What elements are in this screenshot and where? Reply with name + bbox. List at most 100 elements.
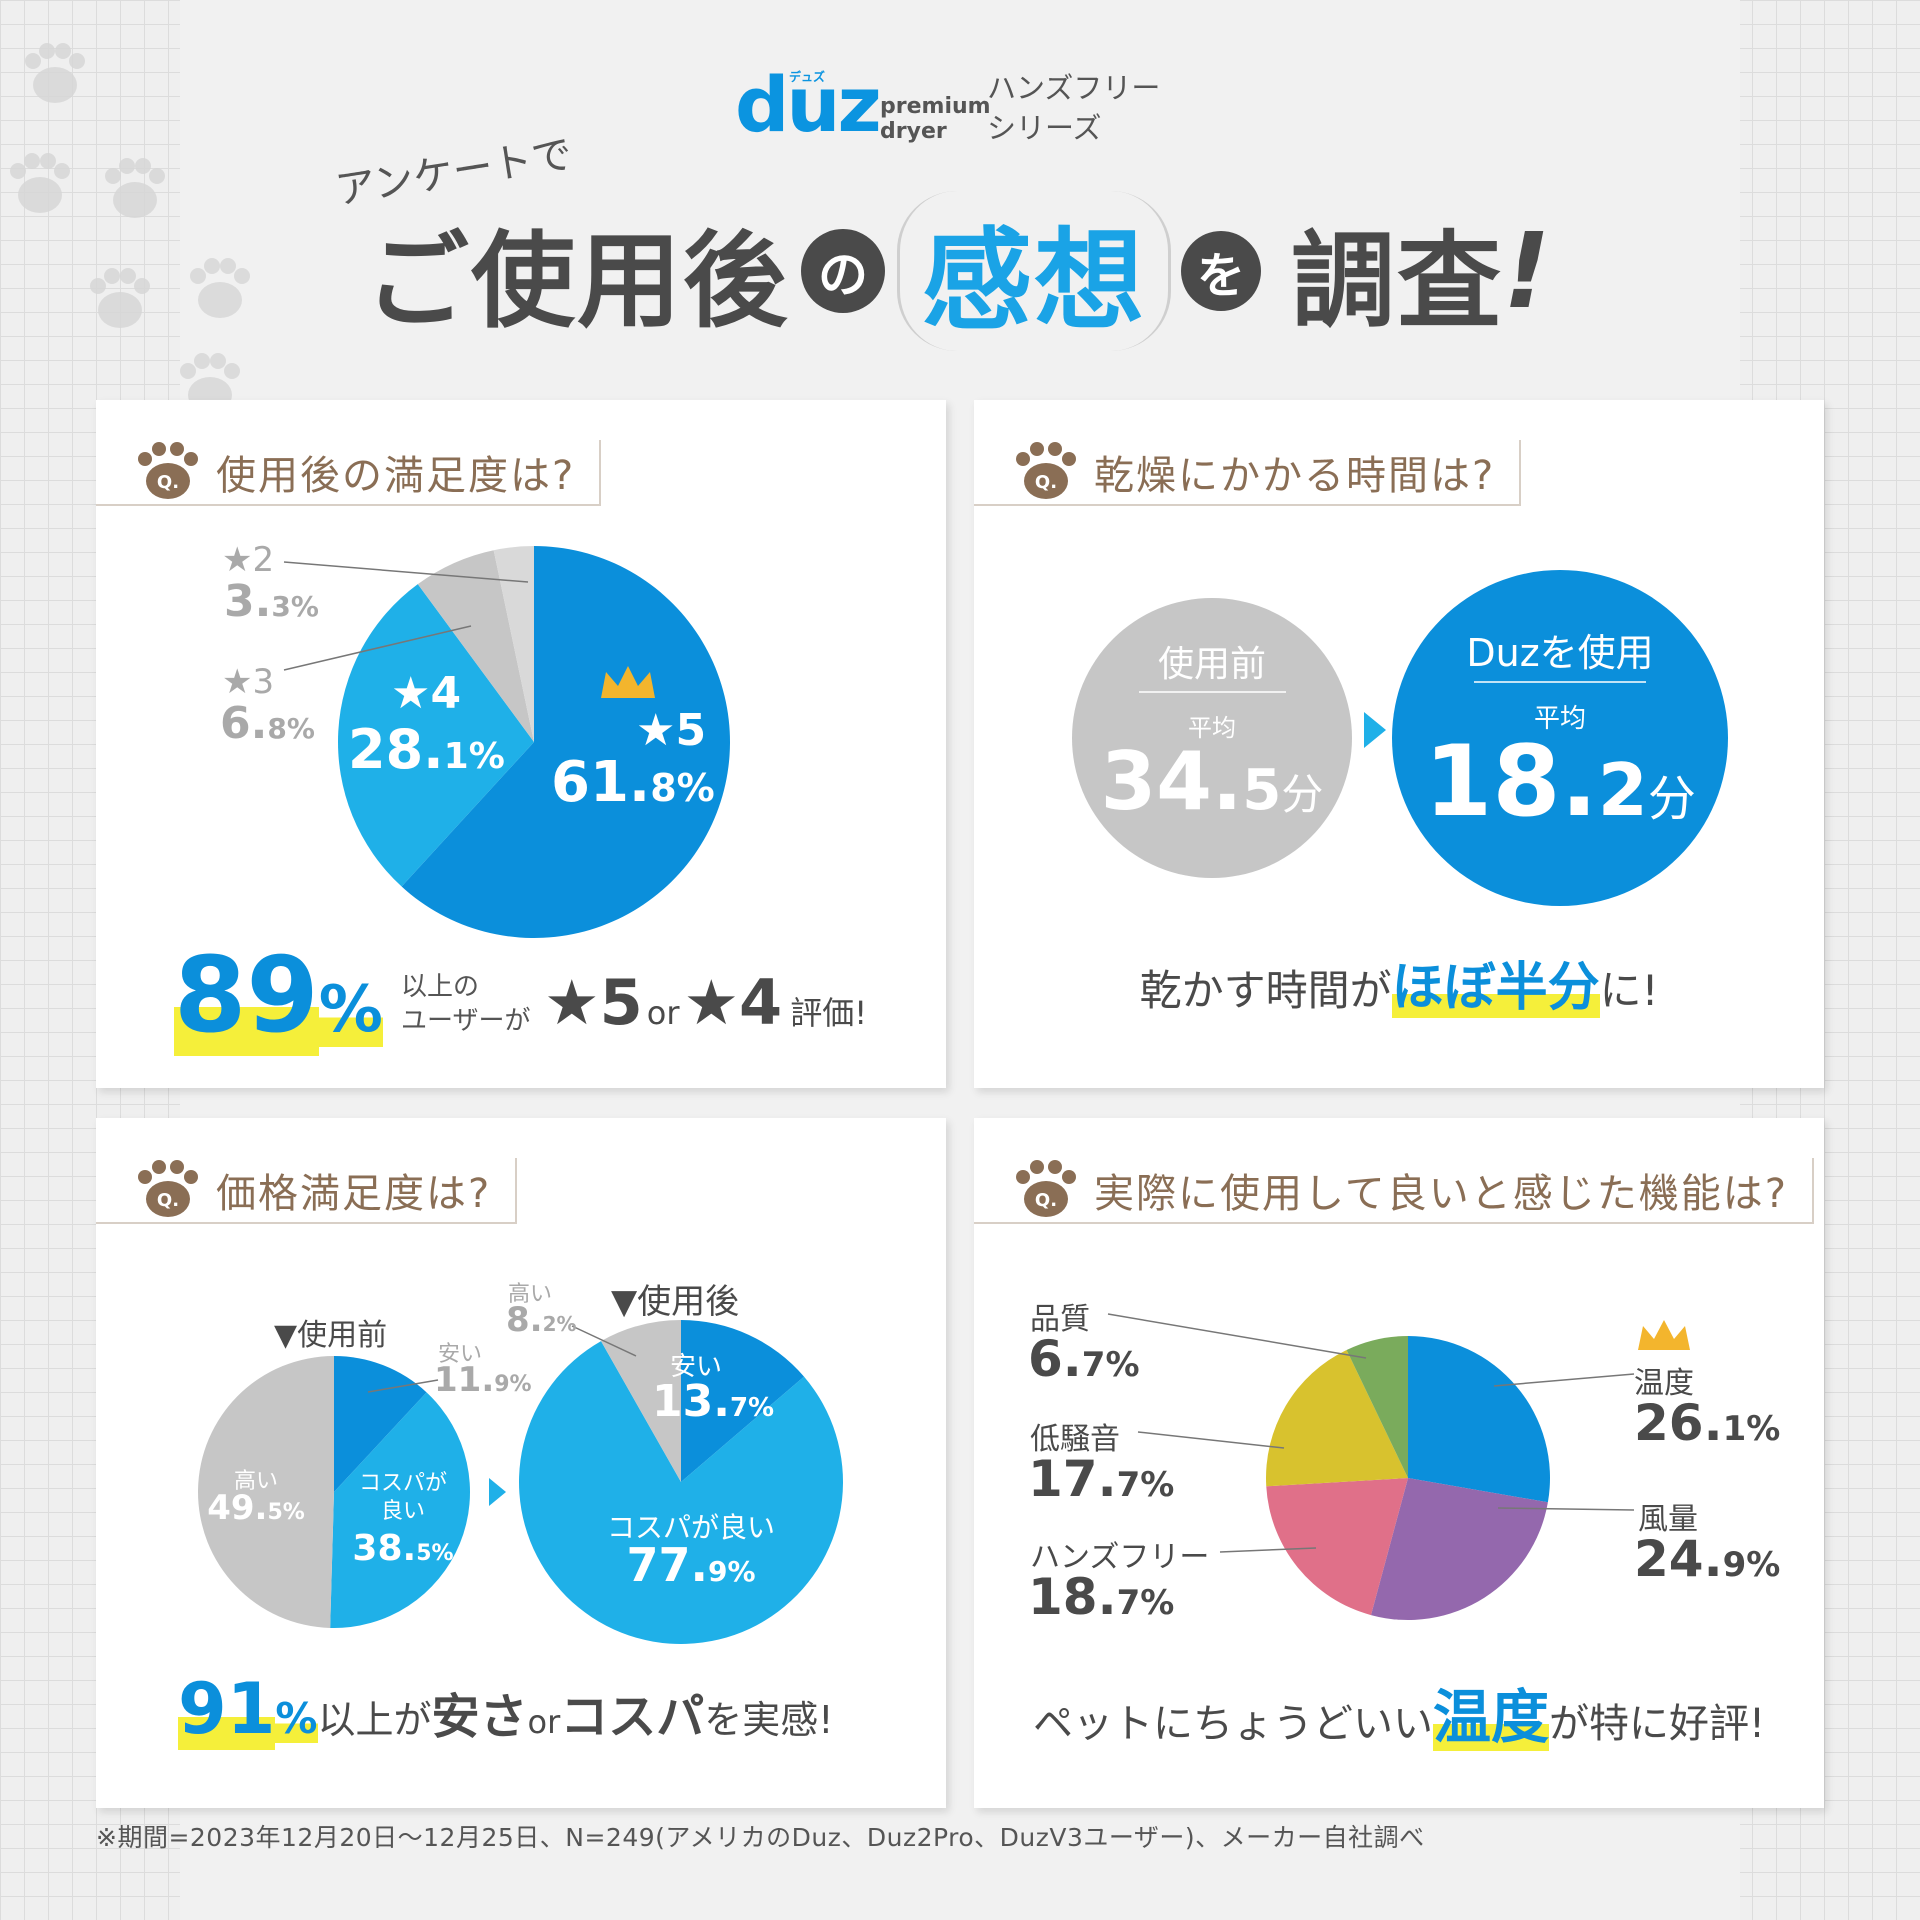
question-text: 価格満足度は? — [216, 1171, 492, 1217]
title-part2: 調査 — [1291, 219, 1504, 342]
before-title: ▼使用前 — [274, 1318, 388, 1353]
value-dec: 8% — [650, 766, 715, 810]
summary-pre: 乾かす時間が — [1139, 966, 1392, 1015]
value-dec: 7% — [1116, 1583, 1175, 1623]
question-header: Q. 乾燥にかかる時間は? — [974, 440, 1522, 506]
features-slice-4 — [1346, 1336, 1408, 1478]
name-line1: コスパが — [358, 1471, 447, 1496]
after-high-value: 8.2% — [506, 1300, 577, 1340]
paw-q-icon: Q. — [1016, 442, 1076, 499]
page-title: ご使用後 の 感想 を 調査 ! — [365, 191, 1552, 351]
price-after-slice-0 — [681, 1320, 805, 1482]
features-slice-2 — [1266, 1478, 1408, 1616]
crown-icon — [1638, 1320, 1690, 1350]
satisfaction-pie-chart — [283, 546, 730, 938]
features-summary: ペットにちょうどいい温度が特に好評! — [974, 1670, 1824, 1754]
svg-text:Q.: Q. — [157, 472, 179, 493]
value-dec: 1% — [1722, 1409, 1781, 1449]
footnote: ※期間=2023年12月20日〜12月25日、N=249(アメリカのDuz、Du… — [96, 1823, 1425, 1852]
price-before-slice-2 — [197, 1356, 334, 1628]
brand-logo: duz デュズ premium dryer ハンズフリー シリーズ — [735, 62, 1215, 152]
value-int: 61. — [551, 750, 651, 815]
summary-post: が特に好評! — [1548, 1701, 1766, 1747]
value-int: 3. — [224, 576, 272, 627]
value-dec: 9% — [1722, 1545, 1781, 1585]
brand-sub: premium dryer — [880, 94, 991, 144]
value-unit: 分 — [1281, 770, 1324, 819]
slice-label-star2: ★2 — [222, 540, 275, 580]
after-title: ▼使用後 — [611, 1282, 740, 1322]
value-airflow: 24.9% — [1634, 1530, 1780, 1588]
value-int: 6. — [1028, 1330, 1082, 1388]
after-value-name: コスパが良い — [606, 1511, 775, 1544]
summary-or: or — [527, 1703, 561, 1741]
price-after-slice-1 — [519, 1341, 844, 1644]
summary-bold2: コスパ — [560, 1689, 705, 1745]
after-cheap-value: 13.7% — [652, 1376, 774, 1427]
features-pie-chart — [1107, 1313, 1635, 1620]
brand-series: ハンズフリー シリーズ — [987, 68, 1160, 148]
brand-series-line1: ハンズフリー — [987, 71, 1161, 105]
after-cheap-name: 安い — [670, 1352, 723, 1382]
price-pie-charts — [197, 1320, 844, 1644]
panel-price: Q. 価格満足度は? ▼使用前 ▼使用後 高い 49.5% 安い 11.9% コ… — [96, 1118, 946, 1808]
question-header: Q. 価格満足度は? — [96, 1158, 518, 1224]
value-int: 6. — [220, 698, 268, 749]
leader-line-star3 — [283, 625, 472, 671]
title-wo: を — [1181, 231, 1262, 311]
slice-value-star5: 61.8% — [551, 750, 715, 815]
value-int: 18. — [1028, 1568, 1117, 1626]
slice-label-star5: ★5 — [636, 705, 706, 756]
before-time-circle — [1072, 598, 1352, 878]
leader-line-before-cheap — [367, 1379, 439, 1393]
after-high-name: 高い — [508, 1282, 553, 1307]
svg-text:Q.: Q. — [157, 1190, 179, 1211]
crown-icon — [601, 666, 655, 698]
value-int: 11. — [434, 1360, 495, 1400]
before-value: 34.5分 — [1072, 735, 1352, 828]
before-value-value: 38.5% — [340, 1528, 466, 1569]
leader-line-handsfree — [1219, 1547, 1317, 1553]
after-value: 18.2分 — [1392, 725, 1728, 839]
question-text: 使用後の満足度は? — [216, 453, 576, 499]
before-cheap-value: 11.9% — [434, 1360, 532, 1400]
summary-post: に! — [1599, 966, 1659, 1015]
value-int: 77. — [626, 1538, 708, 1592]
value-dec: 9% — [494, 1372, 532, 1397]
slice-value-star3: 6.8% — [220, 698, 315, 749]
price-before-slice-0 — [334, 1356, 427, 1492]
label-handsfree: ハンズフリー — [1030, 1540, 1210, 1575]
drying-time-chart — [1072, 570, 1728, 906]
value-int: 17. — [1028, 1450, 1117, 1508]
summary-line2: ユーザーが — [401, 1006, 531, 1036]
label-quality: 品質 — [1030, 1302, 1090, 1337]
value-quality: 6.7% — [1028, 1330, 1140, 1388]
leader-line-star2 — [283, 561, 529, 583]
title-no: の — [801, 229, 886, 313]
before-cheap-name: 安い — [438, 1342, 483, 1367]
value-dec: 8% — [267, 712, 315, 745]
leader-line-temperature — [1493, 1373, 1635, 1387]
summary-value: 91 — [178, 1668, 276, 1750]
summary-percent: 89% — [174, 934, 383, 1065]
value-dec: 5 — [1242, 758, 1282, 823]
before-label: 使用前 — [1157, 644, 1266, 685]
brand-sub-line2: dryer — [880, 119, 947, 144]
value-dec: 9% — [707, 1555, 756, 1588]
brand-sub-line1: premium — [880, 94, 991, 119]
price-summary: 91% 以上が 安さ or コスパ を実感! — [178, 1668, 834, 1750]
leader-line-after-high — [571, 1325, 637, 1357]
value-dec: 1% — [443, 736, 505, 777]
after-label: Duzを使用 — [1466, 631, 1654, 675]
question-text: 実際に使用して良いと感じた機能は? — [1094, 1171, 1789, 1217]
question-text: 乾燥にかかる時間は? — [1094, 453, 1496, 499]
label-temperature: 温度 — [1634, 1366, 1694, 1401]
title-part1: ご使用後 — [365, 219, 790, 342]
before-avg: 平均 — [1188, 714, 1236, 742]
value-dec: 5% — [416, 1541, 454, 1566]
paw-q-icon: Q. — [1016, 1160, 1076, 1217]
value-lownoise: 17.7% — [1028, 1450, 1174, 1508]
summary-highlight: ほぼ半分 — [1391, 958, 1600, 1018]
value-dec: 5% — [267, 1500, 305, 1525]
